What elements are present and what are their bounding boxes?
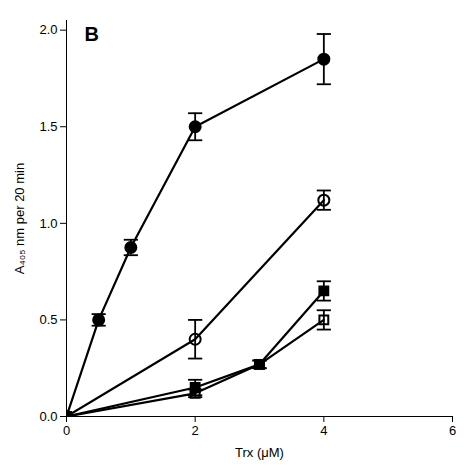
svg-text:1.5: 1.5 — [39, 119, 57, 134]
svg-text:2.0: 2.0 — [39, 22, 57, 37]
svg-text:A₄₀₅ nm per 20 min: A₄₀₅ nm per 20 min — [12, 163, 27, 274]
svg-text:0: 0 — [63, 423, 70, 438]
svg-text:4: 4 — [320, 423, 327, 438]
svg-text:B: B — [85, 23, 99, 45]
svg-text:6: 6 — [449, 423, 456, 438]
svg-text:2: 2 — [192, 423, 199, 438]
svg-text:0.0: 0.0 — [39, 409, 57, 424]
svg-text:Trx (μM): Trx (μM) — [235, 445, 284, 460]
svg-text:1.0: 1.0 — [39, 215, 57, 230]
svg-text:0.5: 0.5 — [39, 312, 57, 327]
